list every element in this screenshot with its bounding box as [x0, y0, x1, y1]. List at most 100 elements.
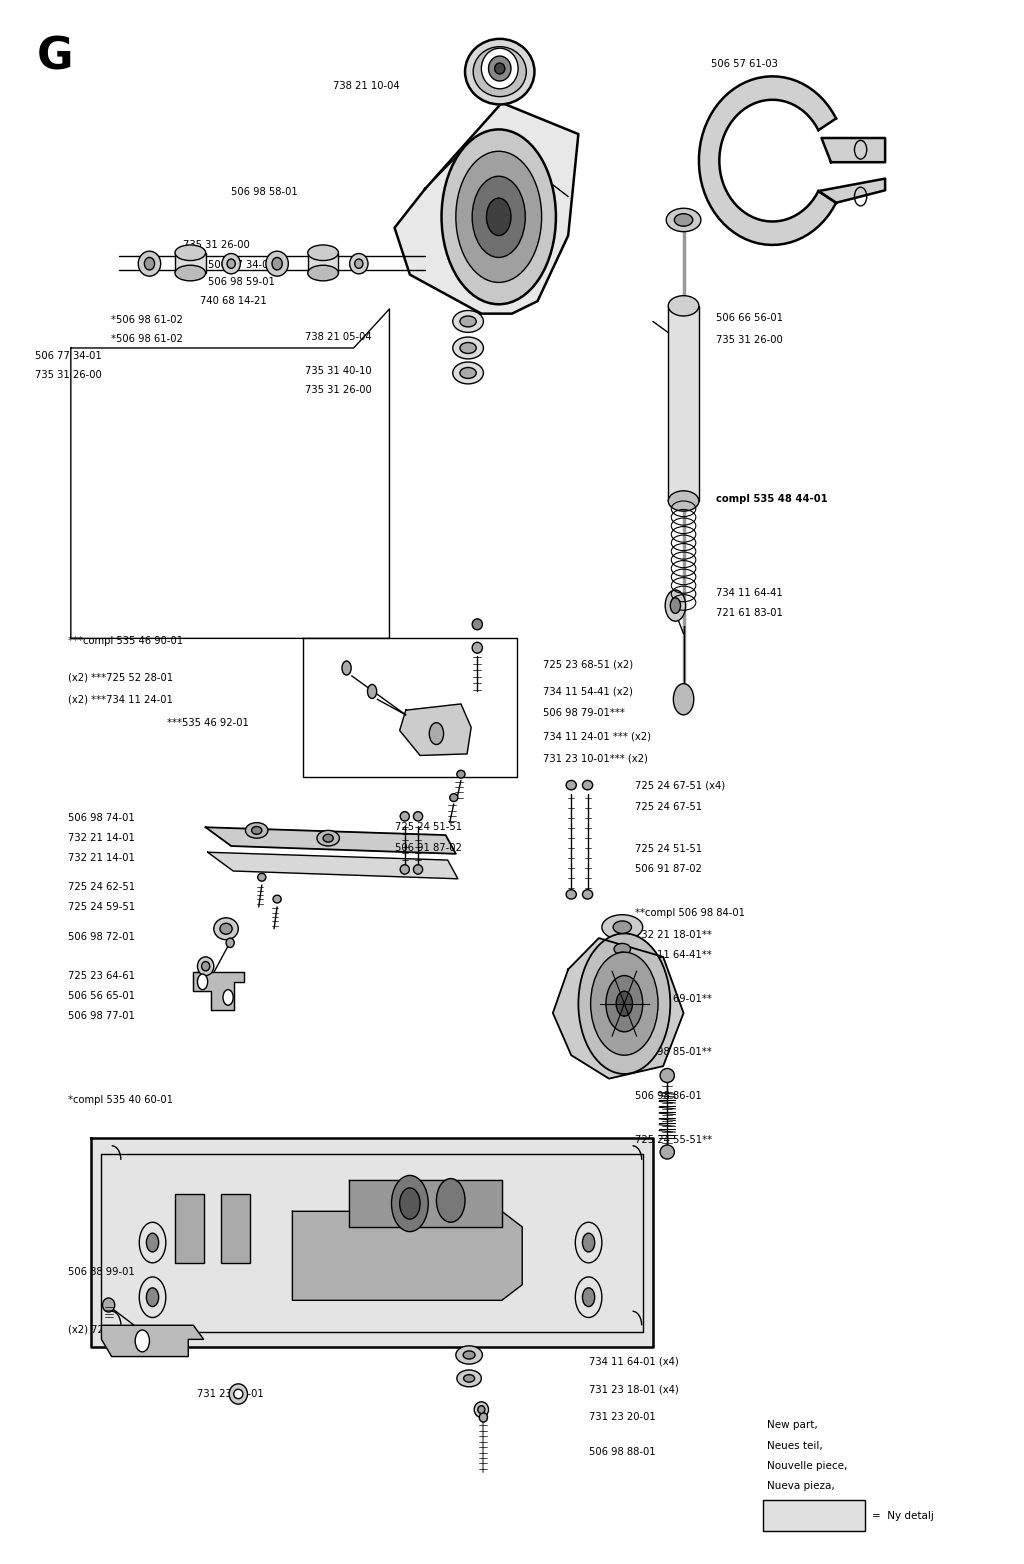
Circle shape — [429, 723, 443, 744]
Text: 732 21 18-01**: 732 21 18-01** — [635, 931, 712, 940]
Ellipse shape — [472, 619, 482, 630]
Circle shape — [579, 934, 671, 1074]
Ellipse shape — [414, 865, 423, 874]
Circle shape — [583, 1232, 595, 1251]
Ellipse shape — [453, 361, 483, 383]
Text: G: G — [37, 36, 74, 78]
Polygon shape — [818, 178, 885, 203]
Ellipse shape — [102, 1298, 115, 1312]
Text: 506 91 87-02: 506 91 87-02 — [394, 843, 462, 852]
Text: 738 21 05-04: 738 21 05-04 — [305, 332, 372, 343]
Ellipse shape — [227, 260, 236, 269]
Ellipse shape — [214, 918, 239, 940]
Circle shape — [223, 990, 233, 1006]
Text: xxx xx xx-xx: xxx xx xx-xx — [781, 1511, 847, 1520]
Ellipse shape — [233, 1389, 243, 1398]
Text: 734 11 64-41: 734 11 64-41 — [716, 588, 783, 597]
Text: Neues teil,: Neues teil, — [767, 1440, 823, 1450]
Ellipse shape — [613, 921, 632, 934]
Polygon shape — [394, 103, 579, 314]
Circle shape — [399, 1189, 420, 1220]
Text: 506 98 86-01: 506 98 86-01 — [635, 1090, 701, 1101]
Circle shape — [441, 130, 556, 305]
Ellipse shape — [474, 1401, 488, 1417]
Ellipse shape — [258, 873, 266, 881]
Ellipse shape — [317, 830, 339, 846]
Ellipse shape — [495, 63, 505, 74]
Polygon shape — [101, 1325, 204, 1356]
Text: New part,: New part, — [767, 1420, 818, 1429]
Circle shape — [616, 992, 633, 1017]
Ellipse shape — [138, 252, 161, 277]
Ellipse shape — [349, 253, 368, 274]
Text: 506 94 69-01**: 506 94 69-01** — [635, 995, 712, 1004]
Ellipse shape — [175, 266, 206, 282]
Ellipse shape — [583, 890, 593, 899]
Polygon shape — [821, 138, 885, 163]
Text: 731 23 20-01: 731 23 20-01 — [589, 1412, 655, 1422]
Ellipse shape — [354, 260, 362, 269]
Ellipse shape — [273, 895, 282, 902]
Ellipse shape — [479, 1412, 487, 1422]
Ellipse shape — [473, 47, 526, 97]
Ellipse shape — [400, 865, 410, 874]
Ellipse shape — [453, 311, 483, 333]
Text: 506 98 85-01**: 506 98 85-01** — [635, 1046, 712, 1057]
Text: 731 23 18-01: 731 23 18-01 — [198, 1389, 264, 1400]
Ellipse shape — [602, 915, 643, 940]
Text: 506 77 34-01: 506 77 34-01 — [208, 260, 275, 271]
Text: 735 31 26-00: 735 31 26-00 — [305, 385, 372, 396]
Ellipse shape — [457, 1370, 481, 1387]
Circle shape — [146, 1232, 159, 1251]
Ellipse shape — [460, 343, 476, 353]
Ellipse shape — [457, 771, 465, 779]
Ellipse shape — [614, 943, 631, 954]
Text: 735 31 26-00: 735 31 26-00 — [716, 335, 783, 346]
Text: =  Ny detalj: = Ny detalj — [872, 1511, 934, 1520]
Ellipse shape — [198, 957, 214, 976]
Ellipse shape — [222, 253, 241, 274]
Ellipse shape — [246, 823, 268, 838]
Text: 725 24 51-51: 725 24 51-51 — [394, 823, 462, 832]
Text: 725 24 62-51: 725 24 62-51 — [68, 882, 135, 891]
Text: compl 535 48 44-01: compl 535 48 44-01 — [716, 494, 828, 505]
Text: 506 66 56-01: 506 66 56-01 — [716, 313, 783, 324]
Bar — [669, 307, 699, 500]
Text: 740 68 14-21: 740 68 14-21 — [200, 296, 267, 307]
Ellipse shape — [450, 793, 458, 801]
Text: 738 21 10-04: 738 21 10-04 — [333, 81, 399, 91]
Text: Nouvelle piece,: Nouvelle piece, — [767, 1461, 848, 1470]
Text: 725 24 67-51 (x4): 725 24 67-51 (x4) — [635, 780, 725, 790]
Ellipse shape — [266, 252, 289, 277]
Ellipse shape — [175, 246, 206, 261]
Polygon shape — [194, 973, 245, 1010]
Text: *compl 535 40 60-01: *compl 535 40 60-01 — [68, 1095, 173, 1106]
Text: 725 23 64-61: 725 23 64-61 — [68, 971, 135, 981]
Text: 506 88 99-01: 506 88 99-01 — [68, 1267, 134, 1278]
Text: 735 31 40-10: 735 31 40-10 — [305, 366, 372, 377]
Text: 731 23 10-01*** (x2): 731 23 10-01*** (x2) — [543, 754, 647, 763]
Ellipse shape — [202, 962, 210, 971]
Ellipse shape — [226, 938, 234, 948]
Text: Ny detalj: Ny detalj — [767, 1501, 814, 1511]
Ellipse shape — [566, 780, 577, 790]
Circle shape — [135, 1329, 150, 1351]
Bar — [175, 1195, 204, 1262]
Circle shape — [472, 177, 525, 258]
Circle shape — [591, 952, 658, 1056]
Bar — [175, 253, 206, 274]
Text: (x2) ***725 52 28-01: (x2) ***725 52 28-01 — [68, 673, 173, 682]
Text: 721 61 83-01: 721 61 83-01 — [716, 608, 783, 618]
Polygon shape — [348, 1181, 502, 1226]
FancyBboxPatch shape — [763, 1500, 865, 1531]
Ellipse shape — [660, 1068, 675, 1082]
Ellipse shape — [660, 1145, 675, 1159]
Circle shape — [674, 683, 694, 715]
Ellipse shape — [465, 39, 535, 105]
Polygon shape — [699, 77, 836, 246]
Circle shape — [583, 1287, 595, 1306]
Ellipse shape — [368, 685, 377, 699]
Text: 734 11 54-41 (x2): 734 11 54-41 (x2) — [543, 687, 633, 696]
Ellipse shape — [478, 1406, 485, 1414]
Ellipse shape — [342, 662, 351, 676]
